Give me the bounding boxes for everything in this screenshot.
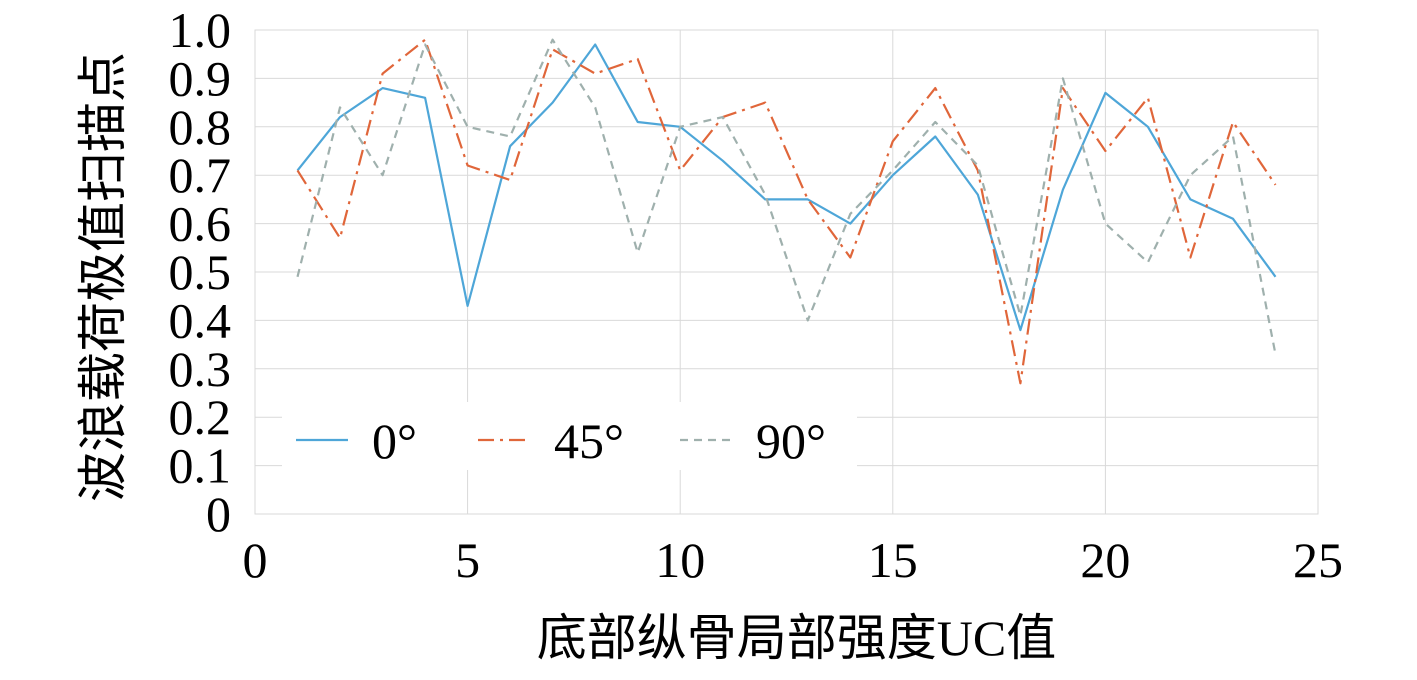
axes: 00.10.20.30.40.50.60.70.80.91.0 0 5 10 15 20 2… (169, 2, 1344, 588)
x-tick-label: 25 (1293, 532, 1343, 588)
series-line-2 (298, 40, 1276, 355)
legend-label-1: 45° (554, 413, 624, 469)
y-tick-label: 0.2 (169, 389, 232, 445)
series-lines (298, 40, 1276, 384)
legend-label-0: 0° (372, 413, 417, 469)
y-tick-label: 0.3 (169, 341, 232, 397)
series-line-1 (298, 40, 1276, 384)
x-tick-label: 5 (455, 532, 480, 588)
y-tick-label: 0.5 (169, 244, 232, 300)
y-tick-label: 1.0 (169, 2, 232, 58)
x-tick-label: 20 (1080, 532, 1130, 588)
x-tick-label: 10 (655, 532, 705, 588)
y-tick-label: 0.1 (169, 438, 232, 494)
x-tick-label: 15 (868, 532, 918, 588)
y-tick-label: 0.4 (169, 292, 232, 348)
x-tick-label: 0 (243, 532, 268, 588)
y-tick-label: 0 (206, 486, 231, 542)
y-axis-title: 波浪载荷极值扫描点 (75, 52, 131, 502)
y-tick-label: 0.7 (169, 147, 232, 203)
series-line-0 (298, 45, 1276, 331)
x-axis-title: 底部纵骨局部强度UC值 (537, 610, 1056, 666)
legend: 0° 45° 90° (282, 402, 857, 470)
y-tick-label: 0.8 (169, 99, 232, 155)
y-tick-label: 0.6 (169, 196, 232, 252)
y-tick-label: 0.9 (169, 50, 232, 106)
legend-label-2: 90° (756, 413, 826, 469)
